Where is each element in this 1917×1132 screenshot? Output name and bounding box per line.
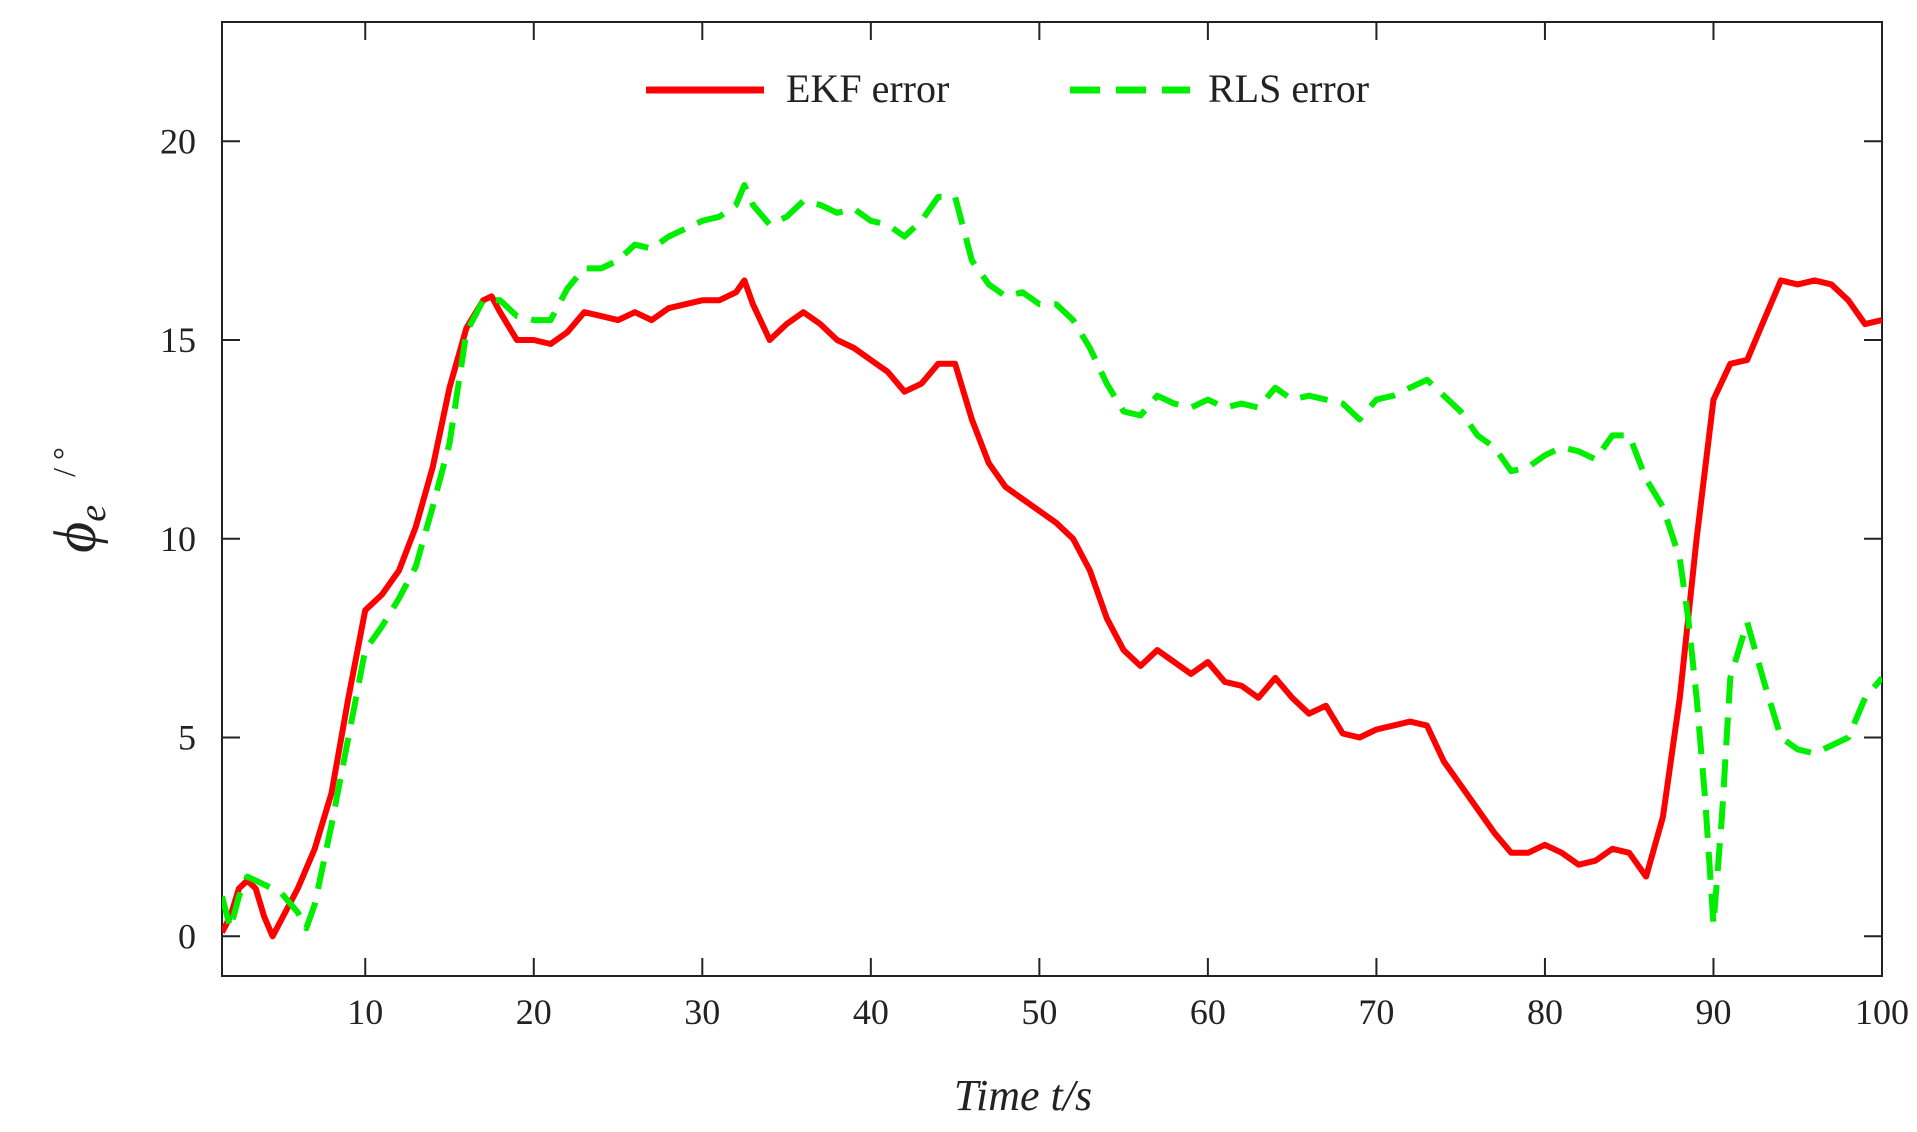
plot-frame — [221, 21, 1883, 977]
y-tick-label-15: 15 — [160, 320, 196, 360]
x-tick-label-40: 40 — [853, 992, 889, 1032]
legend-label-ekf: EKF error — [786, 66, 949, 111]
y-tick-label-0: 0 — [178, 916, 196, 956]
y-tick-label-20: 20 — [160, 121, 196, 161]
legend: EKF error RLS error — [646, 66, 1369, 111]
y-axis-subscript: e — [72, 505, 114, 522]
x-tick-label-50: 50 — [1021, 992, 1057, 1032]
y-axis-symbol: ϕ — [42, 522, 108, 553]
y-tick-label-5: 5 — [178, 718, 196, 758]
x-tick-label-20: 20 — [516, 992, 552, 1032]
x-tick-label-60: 60 — [1190, 992, 1226, 1032]
series-line-rls — [222, 182, 1882, 932]
series-group — [222, 182, 1882, 940]
tick-labels: 10 20 30 40 50 60 70 80 90 100 0 5 10 15 20 — [160, 121, 1909, 1032]
x-tick-label-80: 80 — [1527, 992, 1563, 1032]
y-tick-label-10: 10 — [160, 519, 196, 559]
x-tick-label-100: 100 — [1855, 992, 1909, 1032]
legend-label-rls: RLS error — [1208, 66, 1369, 111]
axis-ticks — [222, 22, 1883, 976]
x-tick-label-30: 30 — [684, 992, 720, 1032]
y-axis-title: ϕe / ° — [42, 447, 114, 553]
x-tick-label-70: 70 — [1358, 992, 1394, 1032]
y-axis-unit: / ° — [46, 447, 82, 477]
x-tick-label-10: 10 — [347, 992, 383, 1032]
x-tick-label-90: 90 — [1695, 992, 1731, 1032]
x-axis-title: Time t/s — [954, 1071, 1092, 1120]
series-line-ekf — [222, 277, 1882, 940]
